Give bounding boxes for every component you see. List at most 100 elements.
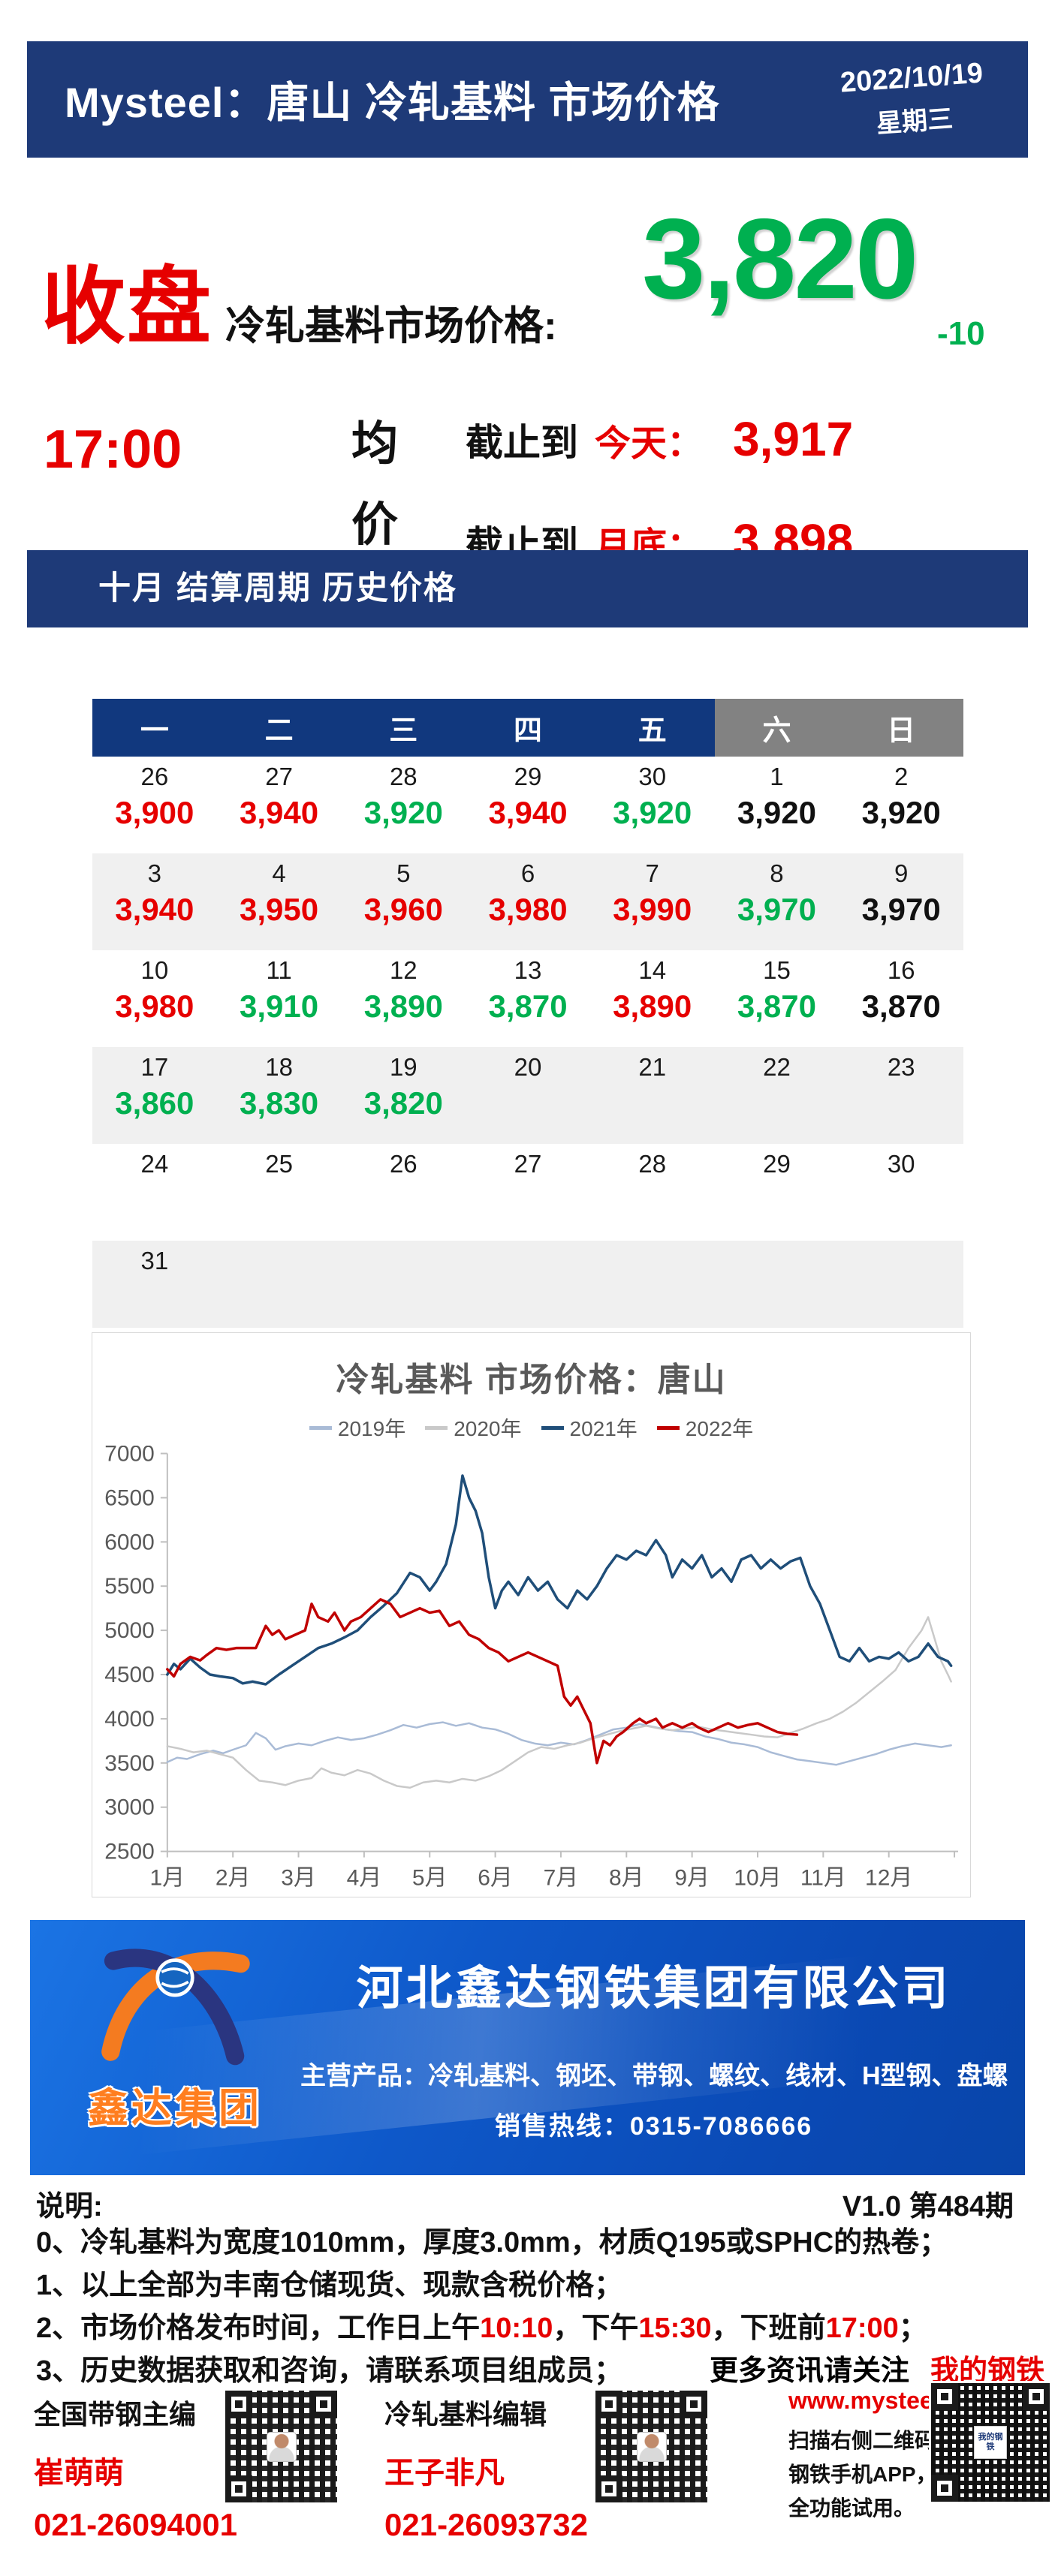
note-segment: ，下午 xyxy=(553,2313,639,2344)
calendar-cell: 11 3,910 xyxy=(217,950,342,1047)
calendar-date: 17 xyxy=(140,1053,169,1081)
svg-text:7000: 7000 xyxy=(104,1446,155,1466)
calendar-cell: 23 xyxy=(839,1047,963,1144)
calendar-date: 28 xyxy=(389,763,417,790)
calendar-price: 3,860 xyxy=(115,1085,194,1121)
svg-text:3000: 3000 xyxy=(104,1795,155,1820)
legend-item: 2019年 xyxy=(309,1413,405,1443)
svg-text:2500: 2500 xyxy=(104,1840,155,1864)
svg-text:5500: 5500 xyxy=(104,1574,155,1599)
contact-name: 崔萌萌 xyxy=(34,2457,124,2490)
note-segment: ，下班前 xyxy=(711,2313,826,2344)
calendar-cell xyxy=(839,1241,963,1328)
calendar-weekday: 四 xyxy=(466,699,590,757)
calendar-price: 3,940 xyxy=(240,795,319,830)
calendar-cell: 29 xyxy=(715,1144,839,1241)
company-text-block: 河北鑫达钢铁集团有限公司 主营产品：冷轧基料、钢坯、带钢、螺纹、线材、H型钢、盘… xyxy=(300,1920,1008,2175)
calendar-price: 3,920 xyxy=(737,795,816,830)
qr-finder-icon xyxy=(680,2391,707,2418)
calendar-cell xyxy=(341,1241,466,1328)
calendar-date: 27 xyxy=(514,1150,542,1178)
calendar-price: 3,970 xyxy=(737,892,816,927)
contact-phone: 021-26093732 xyxy=(384,2507,588,2542)
calendar-date: 14 xyxy=(638,956,667,984)
calendar-date: 5 xyxy=(396,859,411,887)
version-issue: V1.0 第484期 xyxy=(842,2191,1014,2222)
qr-finder-icon xyxy=(1023,2383,1050,2410)
calendar-price: 3,920 xyxy=(613,795,692,830)
svg-text:6500: 6500 xyxy=(104,1485,155,1510)
svg-text:5月: 5月 xyxy=(412,1866,448,1891)
promo-line: 全功能试用。 xyxy=(788,2496,915,2520)
svg-text:4000: 4000 xyxy=(104,1707,155,1732)
calendar-cell: 28 xyxy=(590,1144,715,1241)
calendar-price: 3,870 xyxy=(488,989,568,1024)
calendar-cell: 9 3,970 xyxy=(839,853,963,950)
calendar-price: 3,980 xyxy=(488,892,568,927)
svg-text:6000: 6000 xyxy=(104,1530,155,1554)
calendar-weekday: 五 xyxy=(589,699,715,757)
avg-label-char-1: 均 xyxy=(351,418,399,470)
calendar-cell: 4 3,950 xyxy=(217,853,342,950)
svg-text:1月: 1月 xyxy=(150,1866,185,1891)
calendar-price: 3,940 xyxy=(488,795,568,830)
svg-text:10月: 10月 xyxy=(734,1866,781,1891)
series-line-2020年 xyxy=(166,1616,952,1789)
calendar-cell: 29 3,940 xyxy=(466,757,590,853)
calendar-weekday: 三 xyxy=(341,699,466,757)
qr-code-app-download: 我的钢铁 xyxy=(929,2381,1052,2504)
calendar-price: 3,990 xyxy=(613,892,692,927)
calendar-price: 3,890 xyxy=(613,989,692,1024)
svg-text:2月: 2月 xyxy=(216,1866,251,1891)
calendar-date: 28 xyxy=(638,1150,667,1178)
price-chart-card: 冷轧基料 市场价格：唐山 2019年 2020年 2021年 2022年 7000 65… xyxy=(92,1332,971,1897)
legend-label: 2022年 xyxy=(685,1417,754,1440)
legend-item: 2022年 xyxy=(656,1413,754,1443)
calendar-date: 10 xyxy=(140,956,169,984)
calendar-cell: 27 3,940 xyxy=(217,757,342,853)
calendar-date: 15 xyxy=(763,956,791,984)
svg-text:4500: 4500 xyxy=(104,1663,155,1687)
calendar-cell: 22 xyxy=(715,1047,839,1144)
calendar-cell: 2 3,920 xyxy=(839,757,963,853)
note-segment: 17:00 xyxy=(825,2313,899,2344)
more-info-text: 更多资讯请关注 xyxy=(710,2355,910,2387)
close-price-value: 3,820 xyxy=(642,195,918,323)
calendar-price: 3,960 xyxy=(363,892,443,927)
calendar-row: 10 3,980 11 3,910 12 3,890 13 3,870 14 3,890 15 3,8… xyxy=(92,950,963,1047)
note-segment: 2、市场价格发布时间，工作日上午 xyxy=(36,2313,481,2344)
calendar-date: 31 xyxy=(140,1247,169,1274)
calendar-row: 31 xyxy=(92,1241,963,1328)
svg-text:11月: 11月 xyxy=(800,1866,846,1891)
legend-item: 2020年 xyxy=(425,1413,522,1443)
report-date: 2022/10/19 xyxy=(839,56,984,99)
calendar-price: 3,870 xyxy=(737,989,816,1024)
calendar-cell: 16 3,870 xyxy=(839,950,963,1047)
qr-finder-icon xyxy=(931,2383,958,2410)
calendar-cell: 7 3,990 xyxy=(590,853,715,950)
legend-swatch xyxy=(541,1425,564,1430)
legend-label: 2021年 xyxy=(569,1417,638,1440)
calendar-cell xyxy=(217,1241,342,1328)
calendar-cell: 15 3,870 xyxy=(715,950,839,1047)
calendar-weekday: 日 xyxy=(839,699,964,757)
calendar-price: 3,870 xyxy=(861,989,941,1024)
avg-value-today: 3,917 xyxy=(733,412,854,466)
calendar-date: 11 xyxy=(266,956,292,984)
calendar-date: 9 xyxy=(894,859,909,887)
chart-legend: 2019年 2020年 2021年 2022年 xyxy=(92,1413,970,1443)
avg-name-today: 今天： xyxy=(595,424,704,464)
calendar-cell: 25 xyxy=(217,1144,342,1241)
calendar-cell: 28 3,920 xyxy=(341,757,466,853)
qr-finder-icon xyxy=(931,2475,958,2502)
qr-finder-icon xyxy=(595,2391,622,2418)
note-line: 3、历史数据获取和咨询，请联系项目组成员； xyxy=(36,2350,1035,2393)
top-header: Mysteel：唐山 冷轧基料 市场价格 2022/10/19 星期三 xyxy=(27,41,1028,158)
calendar-date: 6 xyxy=(520,859,535,887)
calendar-cell: 30 3,920 xyxy=(590,757,715,853)
calendar-row: 26 3,900 27 3,940 28 3,920 29 3,940 30 3,920 1 3,92… xyxy=(92,757,963,853)
price-chart-plot: 7000 6500 6000 5500 5000 4500 4000 3500 3000 2500… xyxy=(104,1446,959,1891)
contact-strip-editor: 全国带钢主编 崔萌萌 021-26094001 xyxy=(34,2393,237,2543)
chart-title: 冷轧基料 市场价格：唐山 xyxy=(336,1362,727,1398)
